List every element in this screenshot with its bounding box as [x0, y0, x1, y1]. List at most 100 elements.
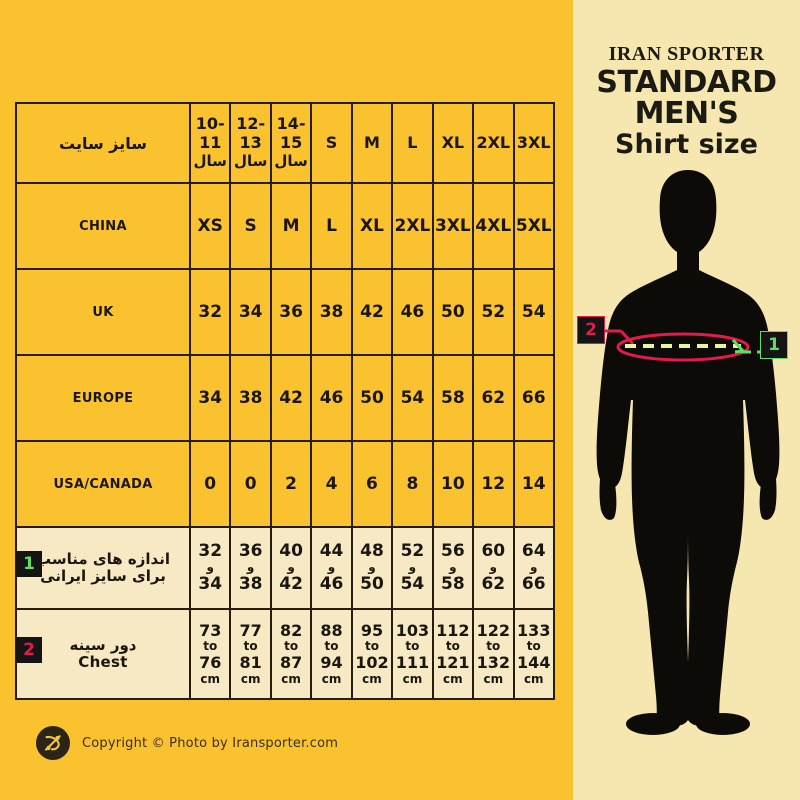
row-value: 32: [188, 268, 232, 356]
value-conjunction: و: [408, 560, 417, 575]
header-size-bottom: سال: [233, 152, 268, 171]
row-value: 66: [512, 354, 555, 442]
row-value: 3XL: [431, 182, 475, 270]
row-label: CHINA: [15, 182, 191, 270]
value-b: 46: [319, 573, 344, 594]
row-label: UK: [15, 268, 191, 356]
value-a: 60: [481, 541, 506, 562]
row-value: 50: [350, 354, 394, 442]
title-shirt-size: Shirt size: [615, 129, 758, 161]
row-value: 38: [310, 268, 353, 356]
row-value: 73 to 76 cm: [188, 608, 232, 700]
row-value: 5XL: [512, 182, 555, 270]
chest-from: 122: [476, 620, 510, 640]
row-value: 2: [269, 440, 313, 528]
value-b: 42: [279, 573, 303, 594]
row-marker-chest: 2: [16, 637, 42, 663]
row-value: 46: [310, 354, 353, 442]
row-value: 0: [188, 440, 232, 528]
row-value: 54: [391, 354, 434, 442]
chest-connector: to: [203, 639, 218, 654]
row-label: EUROPE: [15, 354, 191, 442]
title-standard: STANDARD: [596, 65, 777, 100]
value-a: 48: [360, 541, 384, 562]
row-value: 4XL: [472, 182, 515, 270]
header-size-top: 12-13: [236, 114, 266, 152]
row-value: 34: [229, 268, 272, 356]
value-conjunction: و: [530, 560, 538, 575]
value-a: 64: [521, 541, 546, 562]
row-value: 10: [431, 440, 475, 528]
value-conjunction: و: [206, 560, 214, 575]
row-value: 64 و 66: [512, 526, 555, 610]
row-value: 88 to 94 cm: [310, 608, 353, 700]
row-value: 60 و 62: [472, 526, 515, 610]
header-size-cell: 3XL: [512, 102, 555, 184]
chest-to: 76: [199, 653, 222, 672]
chest-connector: to: [486, 639, 501, 654]
value-a: 40: [279, 541, 303, 562]
value-b: 38: [238, 573, 263, 594]
row-value: 36 و 38: [229, 526, 272, 610]
header-size-cell: XL: [431, 102, 475, 184]
row-value: 133 to 144 cm: [512, 608, 555, 700]
iransporter-logo-icon: [36, 726, 70, 760]
chest-unit: cm: [321, 671, 342, 686]
chest-from: 82: [279, 620, 303, 640]
row-value: XS: [188, 182, 232, 270]
chest-from: 103: [395, 620, 430, 640]
row-value: M: [269, 182, 313, 270]
row-value: 2XL: [391, 182, 434, 270]
row-value: 112 to 121 cm: [431, 608, 475, 700]
chest-unit: cm: [362, 671, 382, 686]
row-value: S: [229, 182, 272, 270]
row-value: 46: [391, 268, 434, 356]
chest-connector: to: [243, 639, 258, 654]
row-label-en: Chest: [78, 653, 128, 671]
row-value: 42: [350, 268, 394, 356]
row-value: 52 و 54: [391, 526, 434, 610]
header-size-top: 14-15: [276, 114, 306, 152]
row-value: 52: [472, 268, 515, 356]
row-label-fa: دور سینه: [69, 635, 137, 654]
chest-connector: to: [284, 639, 299, 654]
body-marker-chest: 2: [578, 317, 604, 343]
header-size-cell: M: [350, 102, 394, 184]
copyright-text: Copyright © Photo by Iransporter.com: [82, 735, 339, 751]
row-marker-iranian-size: 1: [16, 551, 42, 577]
header-size-cell: 14-15 سال: [269, 102, 313, 184]
size-chart-table: سایز سایت 10-11 سال 12-13 سال 14-15 سال …: [15, 102, 555, 700]
row-label: دور سینه Chest: [15, 608, 191, 700]
value-a: 44: [319, 541, 344, 562]
chest-to: 94: [320, 653, 343, 672]
row-value: 62: [472, 354, 515, 442]
header-label-cell: سایز سایت: [15, 102, 191, 184]
male-silhouette: [591, 168, 786, 738]
chest-from: 95: [360, 620, 384, 640]
row-value: 42: [269, 354, 313, 442]
row-value: 12: [472, 440, 515, 528]
row-value: 36: [269, 268, 313, 356]
row-value: 44 و 46: [310, 526, 353, 610]
chest-connector: to: [364, 639, 379, 654]
title-mens: MEN'S: [634, 96, 739, 132]
value-conjunction: و: [449, 560, 457, 575]
header-size-cell: 10-11 سال: [188, 102, 232, 184]
chest-from: 133: [517, 620, 551, 640]
row-value: 103 to 111 cm: [391, 608, 434, 700]
row-value: 58: [431, 354, 475, 442]
header-size-bottom: سال: [193, 152, 227, 171]
row-value: 32 و 34: [188, 526, 232, 610]
row-value: 0: [229, 440, 272, 528]
chest-to: 102: [355, 653, 389, 672]
row-label: اندازه های مناسب برای سایز ایرانی: [15, 526, 191, 610]
row-value: 38: [229, 354, 272, 442]
chest-to: 87: [279, 653, 303, 672]
value-conjunction: و: [368, 560, 376, 575]
value-conjunction: و: [327, 560, 336, 575]
header-size-cell: 2XL: [472, 102, 515, 184]
table-row-china: CHINA XS S M L XL 2XL 3XL 4XL 5XL: [15, 182, 555, 270]
value-b: 58: [441, 573, 465, 594]
chest-from: 73: [199, 620, 222, 640]
